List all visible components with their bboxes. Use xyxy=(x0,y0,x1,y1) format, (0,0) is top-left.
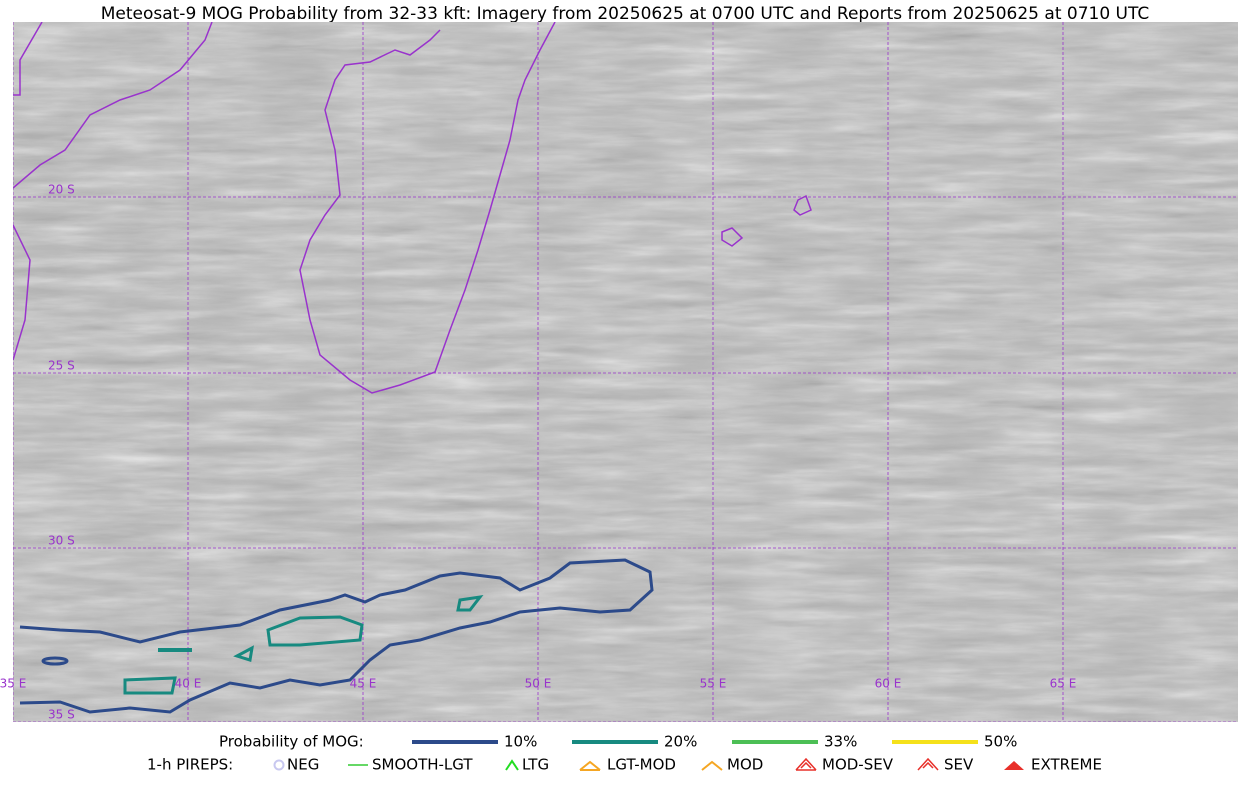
legend-icon xyxy=(795,757,817,771)
legend-label: 50% xyxy=(984,733,1017,751)
coastline xyxy=(13,22,213,189)
contour-20 xyxy=(123,676,177,695)
island xyxy=(721,227,744,247)
satellite-texture xyxy=(13,22,1238,722)
title: Meteosat-9 MOG Probability from 32-33 kf… xyxy=(101,4,1150,24)
legend-label: 33% xyxy=(824,733,857,751)
legend-label: 10% xyxy=(504,733,537,751)
legend: Probability of MOG: 1-h PIREPS: 10% 20% 33… xyxy=(147,733,1102,774)
coastline xyxy=(13,224,31,361)
icon xyxy=(1004,761,1024,770)
icon xyxy=(579,760,601,771)
map xyxy=(13,22,1238,722)
lon-label: 45 E xyxy=(350,677,377,691)
contour-10 xyxy=(41,656,69,666)
icon xyxy=(701,760,723,771)
coastline xyxy=(13,22,43,96)
legend-label: EXTREME xyxy=(1031,756,1102,774)
lon-label: 65 E xyxy=(1050,677,1077,691)
island xyxy=(793,194,812,216)
lat-label: 20 S xyxy=(48,183,75,197)
lon-label: 60 E xyxy=(875,677,902,691)
graticule xyxy=(13,22,1238,722)
legend-icon xyxy=(917,757,939,771)
legend-icon xyxy=(579,760,601,771)
contour-20 xyxy=(456,594,484,612)
legend-title: 1-h PIREPS: xyxy=(147,756,233,774)
lon-label: 40 E xyxy=(175,677,202,691)
contours xyxy=(19,558,654,714)
lon-label: 50 E xyxy=(525,677,552,691)
legend-icon xyxy=(701,760,723,771)
lat-label: 35 S xyxy=(48,708,75,722)
icon xyxy=(795,757,817,771)
contour-10 xyxy=(19,558,654,714)
lat-label: 30 S xyxy=(48,534,75,548)
legend-label: SEV xyxy=(944,756,974,774)
legend-icon xyxy=(273,759,285,771)
legend-icon xyxy=(505,759,519,771)
icon xyxy=(505,759,519,771)
lon-label: 35 E xyxy=(0,677,26,691)
lat-label: 25 S xyxy=(48,359,75,373)
icon xyxy=(273,759,285,771)
legend-label: LGT-MOD xyxy=(607,756,676,774)
legend-label: MOD-SEV xyxy=(822,756,894,774)
icon xyxy=(917,757,939,771)
legend-label: LTG xyxy=(522,756,549,774)
contour-20 xyxy=(266,615,364,647)
contour-20 xyxy=(233,645,254,662)
legend-label: 20% xyxy=(664,733,697,751)
lon-label: 55 E xyxy=(700,677,727,691)
legend-label: NEG xyxy=(287,756,319,774)
legend-title: Probability of MOG: xyxy=(219,733,364,751)
coastline xyxy=(299,22,556,394)
legend-label: MOD xyxy=(727,756,763,774)
legend-icon xyxy=(1004,761,1024,770)
legend-label: SMOOTH-LGT xyxy=(372,756,473,774)
